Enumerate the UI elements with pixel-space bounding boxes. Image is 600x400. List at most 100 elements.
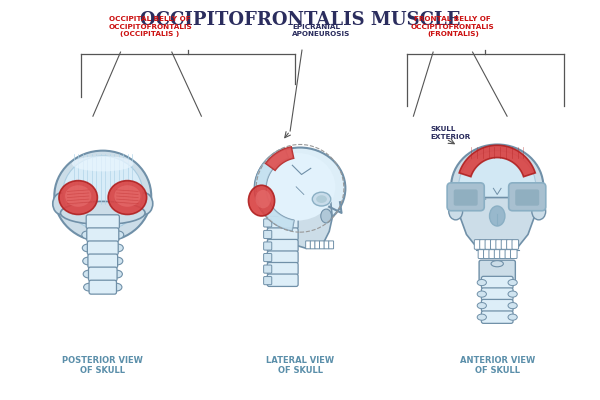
- FancyBboxPatch shape: [86, 215, 119, 229]
- FancyBboxPatch shape: [506, 240, 513, 249]
- FancyBboxPatch shape: [324, 241, 329, 249]
- FancyBboxPatch shape: [481, 300, 513, 312]
- FancyBboxPatch shape: [329, 241, 334, 249]
- FancyBboxPatch shape: [263, 230, 272, 238]
- Text: SKULL
EXTERIOR: SKULL EXTERIOR: [430, 126, 470, 140]
- Text: LATERAL VIEW
OF SKULL: LATERAL VIEW OF SKULL: [266, 356, 334, 375]
- Ellipse shape: [112, 270, 122, 278]
- FancyBboxPatch shape: [310, 241, 315, 249]
- Ellipse shape: [254, 148, 346, 229]
- FancyBboxPatch shape: [263, 276, 272, 285]
- Polygon shape: [255, 148, 294, 231]
- Ellipse shape: [82, 231, 92, 239]
- Ellipse shape: [83, 270, 94, 278]
- FancyBboxPatch shape: [263, 265, 272, 273]
- FancyBboxPatch shape: [512, 240, 518, 249]
- Ellipse shape: [259, 153, 335, 221]
- Ellipse shape: [256, 190, 271, 208]
- Ellipse shape: [508, 280, 517, 286]
- Ellipse shape: [459, 151, 536, 220]
- Text: EPICRANIAL
APONEUROSIS: EPICRANIAL APONEUROSIS: [292, 24, 350, 37]
- Ellipse shape: [508, 314, 517, 320]
- FancyBboxPatch shape: [305, 241, 310, 249]
- Ellipse shape: [321, 209, 332, 223]
- Text: OCCIPITOFRONTALIS MUSCLE: OCCIPITOFRONTALIS MUSCLE: [140, 10, 460, 28]
- FancyBboxPatch shape: [515, 190, 539, 206]
- Ellipse shape: [82, 244, 93, 252]
- Polygon shape: [266, 147, 293, 170]
- FancyBboxPatch shape: [501, 240, 508, 249]
- Text: POSTERIOR VIEW
OF SKULL: POSTERIOR VIEW OF SKULL: [62, 356, 143, 375]
- Ellipse shape: [83, 283, 94, 291]
- FancyBboxPatch shape: [267, 240, 298, 252]
- Ellipse shape: [108, 181, 146, 214]
- FancyBboxPatch shape: [479, 260, 515, 281]
- FancyBboxPatch shape: [478, 250, 485, 258]
- FancyBboxPatch shape: [320, 241, 325, 249]
- FancyBboxPatch shape: [263, 254, 272, 262]
- FancyBboxPatch shape: [485, 240, 491, 249]
- Polygon shape: [457, 198, 537, 253]
- FancyBboxPatch shape: [89, 280, 116, 294]
- Ellipse shape: [508, 302, 517, 309]
- FancyBboxPatch shape: [454, 190, 478, 206]
- Polygon shape: [459, 145, 535, 177]
- FancyBboxPatch shape: [88, 267, 117, 281]
- Ellipse shape: [113, 231, 124, 239]
- Ellipse shape: [477, 280, 487, 286]
- Ellipse shape: [72, 156, 134, 172]
- Polygon shape: [266, 147, 293, 170]
- FancyBboxPatch shape: [267, 251, 298, 263]
- FancyBboxPatch shape: [496, 240, 502, 249]
- FancyBboxPatch shape: [447, 183, 484, 211]
- FancyBboxPatch shape: [500, 250, 506, 258]
- Ellipse shape: [490, 206, 505, 226]
- FancyBboxPatch shape: [490, 240, 497, 249]
- Ellipse shape: [491, 261, 503, 267]
- FancyBboxPatch shape: [267, 216, 298, 229]
- FancyBboxPatch shape: [484, 250, 490, 258]
- Ellipse shape: [313, 192, 331, 206]
- Ellipse shape: [248, 185, 275, 216]
- Ellipse shape: [112, 257, 123, 265]
- Ellipse shape: [65, 185, 91, 207]
- FancyBboxPatch shape: [494, 250, 501, 258]
- Text: FRONTAL BELLY OF
OCCIPITOFRONTALIS
(FRONTALIS): FRONTAL BELLY OF OCCIPITOFRONTALIS (FRON…: [411, 16, 495, 37]
- Ellipse shape: [477, 302, 487, 309]
- Text: OCCIPITAL BELLY OF
OCCIPITOFRONTALIS
(OCCIPITALIS ): OCCIPITAL BELLY OF OCCIPITOFRONTALIS (OC…: [108, 16, 192, 37]
- FancyBboxPatch shape: [88, 254, 118, 268]
- FancyBboxPatch shape: [489, 250, 496, 258]
- FancyBboxPatch shape: [263, 242, 272, 250]
- Polygon shape: [255, 148, 294, 231]
- FancyBboxPatch shape: [475, 240, 481, 249]
- FancyBboxPatch shape: [263, 219, 272, 227]
- FancyBboxPatch shape: [267, 274, 298, 286]
- Ellipse shape: [55, 151, 151, 241]
- Ellipse shape: [477, 291, 487, 297]
- FancyBboxPatch shape: [87, 228, 119, 242]
- Ellipse shape: [316, 195, 327, 203]
- Ellipse shape: [59, 181, 97, 214]
- Ellipse shape: [115, 185, 140, 207]
- Ellipse shape: [508, 291, 517, 297]
- FancyBboxPatch shape: [479, 240, 486, 249]
- Ellipse shape: [111, 283, 122, 291]
- Ellipse shape: [477, 314, 487, 320]
- Ellipse shape: [136, 193, 153, 214]
- Ellipse shape: [113, 244, 123, 252]
- Ellipse shape: [532, 203, 545, 220]
- Ellipse shape: [61, 202, 145, 224]
- FancyBboxPatch shape: [267, 262, 298, 275]
- Ellipse shape: [113, 218, 124, 226]
- Text: ANTERIOR VIEW
OF SKULL: ANTERIOR VIEW OF SKULL: [460, 356, 535, 375]
- FancyBboxPatch shape: [481, 276, 513, 289]
- Polygon shape: [284, 188, 332, 248]
- FancyBboxPatch shape: [511, 250, 517, 258]
- Ellipse shape: [53, 193, 70, 214]
- Ellipse shape: [83, 257, 94, 265]
- FancyBboxPatch shape: [505, 250, 512, 258]
- Ellipse shape: [451, 144, 544, 229]
- FancyBboxPatch shape: [88, 241, 118, 255]
- FancyBboxPatch shape: [481, 288, 513, 300]
- FancyBboxPatch shape: [315, 241, 320, 249]
